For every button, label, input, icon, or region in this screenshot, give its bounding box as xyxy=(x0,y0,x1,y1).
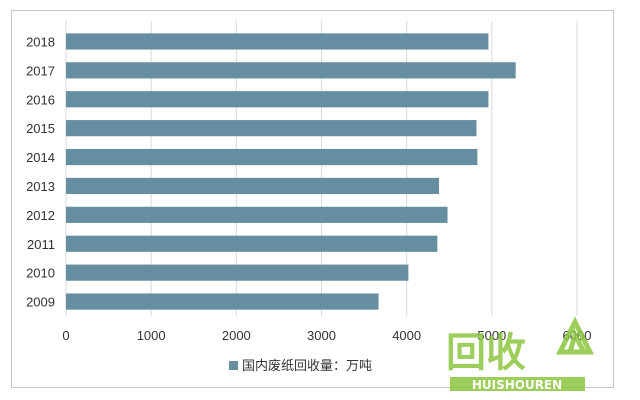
y-tick-label: 2018 xyxy=(26,34,55,49)
y-tick-label: 2012 xyxy=(26,208,55,223)
y-axis-tick-labels: 2018 2017 2016 2015 2014 2013 2012 2011 2010 2009 xyxy=(26,34,55,309)
bar-2017 xyxy=(66,62,516,79)
y-tick-label: 2017 xyxy=(26,63,55,78)
x-tick-label: 2000 xyxy=(222,328,251,343)
legend-swatch xyxy=(229,361,238,370)
bar-2010 xyxy=(66,264,409,281)
watermark-banner xyxy=(450,377,585,391)
bar-2014 xyxy=(66,148,478,166)
bar-2013 xyxy=(66,177,440,195)
y-tick-label: 2009 xyxy=(26,295,55,310)
bars xyxy=(66,33,516,310)
x-tick-label: 0 xyxy=(62,328,69,343)
x-tick-label: 3000 xyxy=(307,328,336,343)
watermark-logo-text: 回收 xyxy=(446,330,526,376)
bar-2009 xyxy=(66,293,379,310)
watermark-leaf-icon xyxy=(555,316,595,355)
bar-2015 xyxy=(66,120,477,137)
watermark-sub-text: HUISHOUREN xyxy=(472,378,562,392)
y-tick-label: 2015 xyxy=(26,121,55,136)
bar-2016 xyxy=(66,91,489,108)
bar-2018 xyxy=(66,33,489,50)
watermark-logo: 回收 HUISHOUREN xyxy=(446,316,595,392)
y-tick-label: 2011 xyxy=(27,237,55,252)
x-tick-label: 1000 xyxy=(137,328,166,343)
y-tick-label: 2010 xyxy=(26,266,55,281)
legend-label: 国内废纸回收量：万吨 xyxy=(242,358,372,374)
y-tick-label: 2013 xyxy=(26,179,55,194)
y-tick-label: 2014 xyxy=(26,150,55,165)
legend: 国内废纸回收量：万吨 xyxy=(229,358,372,374)
bar-2011 xyxy=(66,235,438,252)
x-tick-label: 4000 xyxy=(392,328,421,343)
y-tick-label: 2016 xyxy=(26,92,55,107)
bar-2012 xyxy=(66,206,448,223)
x-tick-label: 5000 xyxy=(477,328,506,343)
